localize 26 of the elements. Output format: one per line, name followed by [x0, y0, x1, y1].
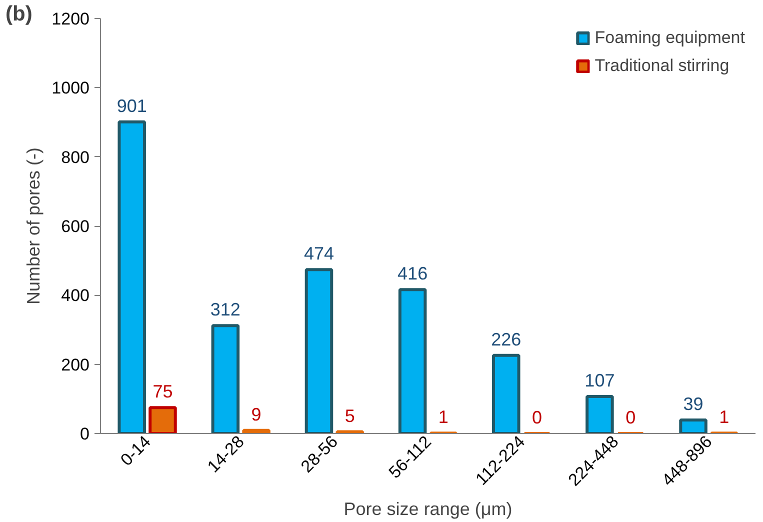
data-label: 107: [584, 370, 615, 390]
data-label: 39: [683, 394, 704, 414]
data-label: 9: [251, 404, 262, 424]
legend-label: Traditional stirring: [594, 56, 730, 76]
data-label: 0: [532, 408, 542, 428]
y-tick-label: 200: [61, 355, 90, 374]
data-label: 312: [210, 300, 240, 320]
y-axis-title: Number of pores (-): [24, 147, 44, 305]
data-label: 75: [152, 382, 173, 402]
data-label: 474: [304, 244, 334, 264]
y-tick-label: 1000: [52, 78, 90, 98]
y-tick-label: 400: [61, 286, 90, 306]
y-tick-label: 600: [61, 217, 90, 236]
y-tick-label: 0: [80, 424, 90, 444]
data-label: 416: [398, 264, 428, 284]
x-axis-title: Pore size range (μm): [344, 499, 512, 520]
legend-label: Foaming equipment: [594, 28, 745, 48]
y-tick-label: 800: [61, 148, 90, 167]
data-label: 901: [116, 96, 147, 116]
data-label: 226: [491, 329, 522, 350]
y-tick-label: 1200: [52, 10, 90, 28]
text: (b): [6, 2, 32, 26]
data-label: 1: [719, 407, 730, 428]
data-label: 1: [438, 407, 448, 428]
data-label: 5: [344, 406, 355, 426]
data-label: 0: [626, 408, 636, 428]
